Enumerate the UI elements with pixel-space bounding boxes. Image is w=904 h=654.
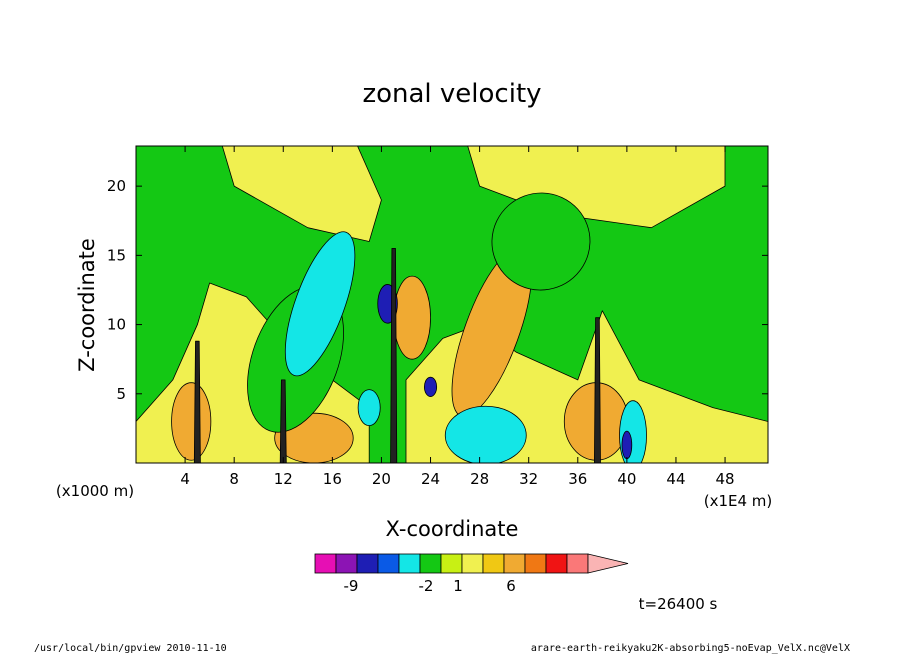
colorbar-bin [461,553,484,574]
x-tick-label: 40 [617,470,636,488]
x-tick-label: 4 [180,470,190,488]
colorbar-bin [314,553,337,574]
plume-core [594,317,601,463]
footer-left: /usr/local/bin/gpview 2010-11-10 [34,643,227,654]
colorbar-label: -2 [419,577,434,595]
plume-core [279,379,287,463]
colorbar-label: 6 [506,577,516,595]
colorbar-bin [356,553,379,574]
colorbar-bin [524,553,547,574]
x-tick-label: 16 [323,470,342,488]
plot-area [135,145,769,464]
footer-right: arare-earth-reikyaku2K-absorbing5-noEvap… [531,643,850,654]
x-axis: 4 8 12 16 20 24 28 32 36 40 44 48 [180,146,735,488]
region-cyan-small [357,389,381,427]
plume-core [390,248,398,463]
x-tick-label: 24 [421,470,440,488]
y-axis-label: Z-coordinate [75,238,99,372]
colorbar-bin [482,553,505,574]
plot-frame [135,145,769,464]
x-tick-label: 48 [716,470,735,488]
x-tick-label: 12 [274,470,293,488]
time-label: t=26400 s [639,595,718,613]
x-tick-label: 44 [666,470,685,488]
colorbar [314,553,629,574]
colorbar-bin [503,553,526,574]
x-unit-right: (x1E4 m) [704,492,773,510]
region-orange-center [393,275,431,360]
region-blue-core-right [621,430,633,460]
colorbar-label: 1 [453,577,463,595]
colorbar-extend-arrow [587,553,629,574]
field-regions [136,146,768,463]
x-unit-left: (x1000 m) [56,482,134,500]
region-cyan-left-diagonal [284,231,356,377]
region-blue-core-small [423,376,438,397]
x-axis-label: X-coordinate [386,517,519,541]
x-tick-label: 32 [519,470,538,488]
colorbar-bin [335,553,358,574]
colorbar-bin [419,553,442,574]
y-tick-label: 10 [107,316,126,334]
y-tick-label: 20 [107,177,126,195]
colorbar-bin [545,553,568,574]
x-tick-label: 8 [229,470,239,488]
region-green-upper-right [491,192,591,291]
colorbar-label: -9 [344,577,359,595]
y-axis: 5 10 15 20 [107,177,768,403]
colorbar-bin [440,553,463,574]
colorbar-bin [566,553,589,574]
x-tick-label: 36 [568,470,587,488]
x-tick-label: 20 [372,470,391,488]
region-cyan-bottom [444,405,527,463]
region-yellow-top-right [467,146,726,229]
region-yellow-top-left [221,146,382,242]
x-tick-label: 28 [470,470,489,488]
y-tick-label: 15 [107,246,126,264]
plume-core [193,340,201,463]
y-tick-label: 5 [116,385,126,403]
colorbar-bin [377,553,400,574]
colorbar-bin [398,553,421,574]
chart-title: zonal velocity [362,79,541,109]
region-orange-plume-1 [171,382,212,461]
colorbar-labels: -9 -2 1 6 [344,577,516,595]
